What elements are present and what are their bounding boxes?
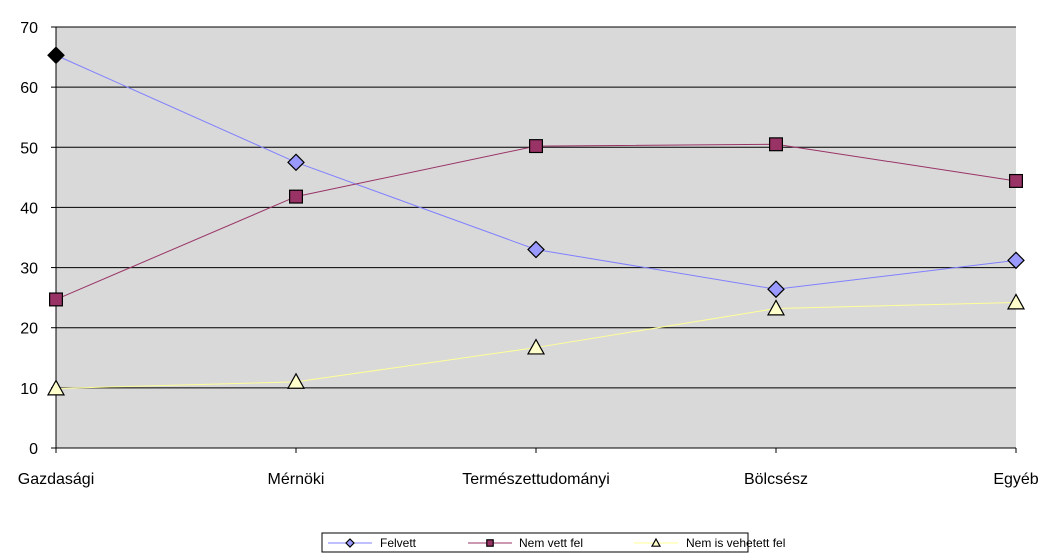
y-tick-label: 60 — [20, 80, 38, 97]
series-1-point — [289, 189, 304, 204]
series-1-point — [1008, 173, 1023, 188]
x-tick-label: Mérnöki — [268, 471, 325, 488]
y-tick-label: 40 — [20, 200, 38, 217]
y-tick-label: 20 — [20, 321, 38, 338]
legend: Felvett Nem vett fel Nem is vehetett fel — [321, 532, 785, 553]
series-0-point — [47, 46, 65, 65]
x-axis-tick-labels: Gazdasági Mérnöki Természettudományi Bölcsé… — [18, 471, 1039, 488]
legend-label-0: Felvett — [380, 536, 417, 550]
y-tick-label: 70 — [20, 20, 38, 37]
series-0-point — [527, 240, 545, 259]
legend-marker-2 — [650, 537, 662, 547]
legend-marker-0 — [345, 538, 355, 548]
gridlines — [56, 26, 1016, 389]
series-2-point — [46, 379, 66, 396]
series-2-point — [526, 338, 546, 355]
y-tick-label: 10 — [20, 381, 38, 398]
x-tick-label: Bölcsész — [744, 471, 808, 488]
y-tick-label: 50 — [20, 140, 38, 157]
series-0-point — [287, 153, 305, 172]
series-markers — [46, 46, 1026, 396]
legend-label-2: Nem is vehetett fel — [686, 536, 785, 550]
x-tick-label: Gazdasági — [18, 471, 95, 488]
series-1-point — [48, 292, 63, 307]
y-tick-label: 30 — [20, 261, 38, 278]
series-2-point — [1006, 293, 1026, 310]
legend-marker-1 — [486, 539, 494, 547]
series-1-point — [528, 139, 543, 154]
x-tick-label: Természettudományi — [462, 471, 610, 488]
x-tick-label: Egyéb — [993, 471, 1038, 488]
series-1-point — [768, 137, 783, 152]
y-tick-label: 0 — [29, 441, 38, 458]
series-2-point — [286, 372, 306, 389]
plot-area — [56, 27, 1016, 448]
y-axis-tick-labels: 0 10 20 30 40 50 60 70 — [20, 20, 38, 458]
legend-label-1: Nem vett fel — [519, 536, 583, 550]
legend-box — [321, 532, 749, 553]
series-0-point — [1007, 251, 1025, 270]
series-0-point — [767, 280, 785, 299]
series-2-point — [766, 299, 786, 316]
